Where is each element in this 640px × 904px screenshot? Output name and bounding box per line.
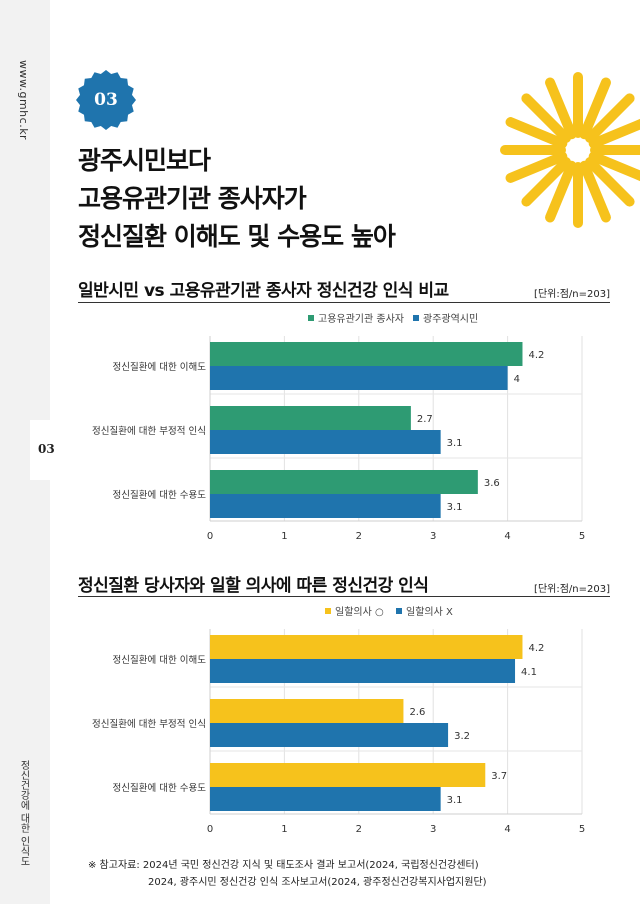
chapter-tab [30, 420, 52, 480]
data-label: 3.1 [447, 795, 463, 806]
data-label: 4.1 [521, 667, 537, 678]
sun-ray [521, 157, 571, 207]
page-headline: 광주시민보다 고용유관기관 종사자가 정신질환 이해도 및 수용도 높아 [78, 142, 396, 256]
legend-swatch [325, 608, 331, 614]
section-2-divider [78, 596, 610, 597]
x-tick-label: 1 [281, 824, 287, 835]
chart-1: 고용유관기관 종사자 광주광역시민 0 1 2 3 4 5 정신질환에 대한 이해도 4.2 4 정신… [92, 313, 585, 542]
section-2-title: 정신질환 당사자와 일할 의사에 따른 정신건강 인식 [78, 576, 429, 596]
bar [210, 406, 411, 430]
legend-label: 일할의사 ○ [335, 606, 384, 618]
legend-swatch [396, 608, 402, 614]
x-tick-label: 0 [207, 531, 213, 542]
sun-ray [573, 72, 583, 138]
legend-swatch [308, 315, 314, 321]
sun-ray [545, 77, 577, 140]
source-note-1: ※ 참고자료: 2024년 국민 정신건강 지식 및 태도조사 결과 보고서(2… [88, 860, 479, 871]
badge-icon [76, 70, 136, 130]
data-label: 3.2 [454, 731, 470, 742]
category-label: 정신질환에 대한 수용도 [113, 489, 207, 501]
data-label: 4.2 [528, 643, 544, 654]
sun-ray [505, 151, 568, 183]
sun-ray [585, 93, 635, 143]
legend-swatch [413, 315, 419, 321]
x-tick-label: 1 [281, 531, 287, 542]
bar [210, 430, 441, 454]
legend: 고용유관기관 종사자 광주광역시민 [308, 313, 478, 325]
chart-2: 일할의사 ○ 일할의사 X 0 1 2 3 4 5 정신질환에 대한 이해도 4.2 4.1 정신질환… [92, 606, 585, 835]
category-label: 정신질환에 대한 이해도 [113, 361, 207, 373]
bar [210, 699, 404, 723]
sun-ray [588, 151, 640, 183]
sun-ray [573, 162, 583, 228]
legend-label: 고용유관기관 종사자 [318, 313, 404, 325]
category-label: 정신질환에 대한 부정적 인식 [92, 718, 206, 730]
x-tick-label: 3 [430, 824, 436, 835]
category-label: 정신질환에 대한 이해도 [113, 654, 207, 666]
sun-ray [521, 93, 571, 143]
data-label: 3.7 [491, 771, 507, 782]
section-1-title: 일반시민 vs 고용유관기관 종사자 정신건강 인식 비교 [78, 281, 449, 301]
data-label: 3.6 [484, 478, 500, 489]
legend-label: 일할의사 X [406, 606, 453, 618]
data-label: 3.1 [447, 438, 463, 449]
x-tick-label: 5 [579, 531, 585, 542]
section-1-unit: [단위:점/n=203] [534, 289, 610, 300]
data-label: 4.2 [528, 350, 544, 361]
section-2-unit: [단위:점/n=203] [534, 584, 610, 595]
x-tick-label: 2 [356, 824, 362, 835]
sun-ray [585, 157, 635, 207]
headline-line-3: 정신질환 이해도 및 수용도 높아 [78, 222, 396, 251]
category-label: 정신질환에 대한 부정적 인식 [92, 425, 206, 437]
bar [210, 635, 523, 659]
x-tick-label: 3 [430, 531, 436, 542]
x-tick-label: 0 [207, 824, 213, 835]
bar [210, 342, 523, 366]
bar [210, 366, 508, 390]
sun-ray [579, 77, 611, 140]
legend: 일할의사 ○ 일할의사 X [325, 606, 453, 618]
source-note-2: 2024, 광주시민 정신건강 인식 조사보고서(2024, 광주정신건강복지사… [148, 877, 487, 888]
bar [210, 723, 449, 747]
bar [210, 470, 478, 494]
bar [210, 763, 486, 787]
chapter-title: 정신건강에 대한 인식도 [18, 760, 29, 867]
x-tick-label: 5 [579, 824, 585, 835]
site-url[interactable]: www.gmhc.kr [17, 60, 30, 141]
headline-line-2: 고용유관기관 종사자가 [78, 184, 307, 213]
sunburst-icon [500, 72, 640, 228]
x-tick-label: 4 [504, 824, 510, 835]
bar [210, 787, 441, 811]
x-tick-label: 2 [356, 531, 362, 542]
data-label: 2.7 [417, 414, 433, 425]
badge-number: 03 [94, 90, 118, 110]
x-tick-label: 4 [504, 531, 510, 542]
sun-ray [545, 160, 577, 223]
data-label: 4 [514, 374, 520, 385]
section-1-divider [78, 302, 610, 303]
bar [210, 659, 516, 683]
sun-ray [579, 160, 611, 223]
sun-ray [588, 117, 640, 149]
sun-ray [500, 145, 566, 155]
bar [210, 494, 441, 518]
chapter-number: 03 [38, 442, 55, 456]
data-label: 3.1 [447, 502, 463, 513]
category-label: 정신질환에 대한 수용도 [113, 782, 207, 794]
headline-line-1: 광주시민보다 [78, 146, 211, 175]
data-label: 2.6 [409, 707, 425, 718]
sun-ray [590, 145, 640, 155]
sun-ray [505, 117, 568, 149]
legend-label: 광주광역시민 [423, 313, 478, 325]
